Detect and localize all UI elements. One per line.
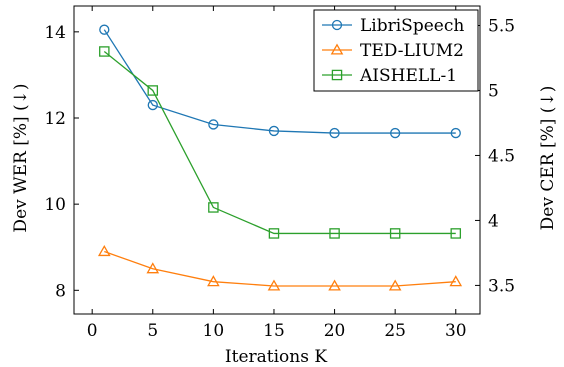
series-aishell-1: [99, 46, 462, 239]
data-point-librispeech: [99, 24, 110, 35]
series-ted-lium2: [97, 245, 463, 291]
x-tick-label: 20: [324, 321, 346, 341]
legend: LibriSpeech TED-LIUM2 AISHELL-1: [313, 9, 479, 92]
series-line-ted-lium2: [104, 250, 456, 287]
data-point-ted-lium2: [267, 279, 281, 291]
data-point-librispeech: [147, 99, 158, 111]
legend-label: LibriSpeech: [360, 16, 464, 36]
legend-label: AISHELL-1: [359, 66, 457, 86]
x-axis-ticks: 0 5 10 15 20 25 30: [87, 6, 467, 341]
right-y-tick-label: 5.5: [488, 16, 515, 36]
data-point-librispeech: [268, 125, 280, 137]
data-point-ted-lium2: [449, 275, 463, 287]
legend-marker: [331, 19, 343, 31]
data-point-ted-lium2: [207, 275, 220, 287]
plot-marks: [97, 24, 463, 291]
plot-border: [73, 5, 481, 315]
left-y-tick-label: 12: [44, 109, 66, 129]
data-point-ted-lium2: [328, 279, 341, 291]
right-y-tick-label: 4: [488, 211, 499, 231]
data-point-librispeech: [208, 119, 219, 130]
series-line-librispeech: [103, 29, 456, 134]
right-y-tick-label: 5: [488, 81, 499, 101]
legend-marker: [330, 43, 344, 55]
right-y-tick-label: 3.5: [488, 276, 515, 296]
legend-entry-ted-lium2: TED-LIUM2: [322, 41, 464, 61]
data-point-librispeech: [329, 127, 340, 139]
data-point-librispeech: [450, 127, 461, 139]
right-y-axis-ticks: 3.5 4 4.5 5 5.5: [475, 16, 515, 296]
series-line-aishell-1: [103, 50, 456, 235]
right-y-tick-label: 4.5: [488, 146, 515, 166]
series-librispeech: [99, 24, 461, 139]
x-tick-label: 25: [384, 321, 406, 341]
legend-entry-aishell-1: AISHELL-1: [322, 66, 457, 86]
left-y-axis-ticks: 8 10 12 14: [44, 23, 79, 301]
data-point-ted-lium2: [146, 262, 160, 274]
x-tick-label: 0: [87, 321, 98, 341]
left-y-axis-label: Dev WER [%] (↓): [11, 83, 31, 232]
x-tick-label: 10: [203, 321, 225, 341]
left-y-tick-label: 8: [55, 281, 66, 301]
data-point-aishell-1: [268, 228, 280, 239]
x-tick-label: 15: [263, 321, 285, 341]
right-y-axis-label: Dev CER [%] (↓): [538, 86, 558, 231]
data-point-aishell-1: [147, 85, 159, 96]
x-tick-label: 5: [147, 321, 158, 341]
data-point-aishell-1: [389, 228, 401, 239]
legend-marker: [331, 69, 343, 81]
left-y-tick-label: 14: [44, 23, 66, 43]
legend-label: TED-LIUM2: [360, 41, 464, 61]
left-y-tick-label: 10: [44, 195, 66, 215]
data-point-aishell-1: [99, 46, 110, 57]
x-tick-label: 30: [445, 321, 467, 341]
data-point-aishell-1: [329, 228, 340, 239]
x-axis-label: Iterations K: [225, 347, 327, 367]
data-point-aishell-1: [208, 202, 219, 213]
data-point-aishell-1: [450, 228, 462, 239]
data-point-ted-lium2: [388, 279, 402, 291]
plot-frame: [73, 5, 481, 315]
data-point-ted-lium2: [97, 245, 111, 257]
data-point-librispeech: [390, 127, 401, 139]
legend-entry-librispeech: LibriSpeech: [322, 16, 464, 36]
